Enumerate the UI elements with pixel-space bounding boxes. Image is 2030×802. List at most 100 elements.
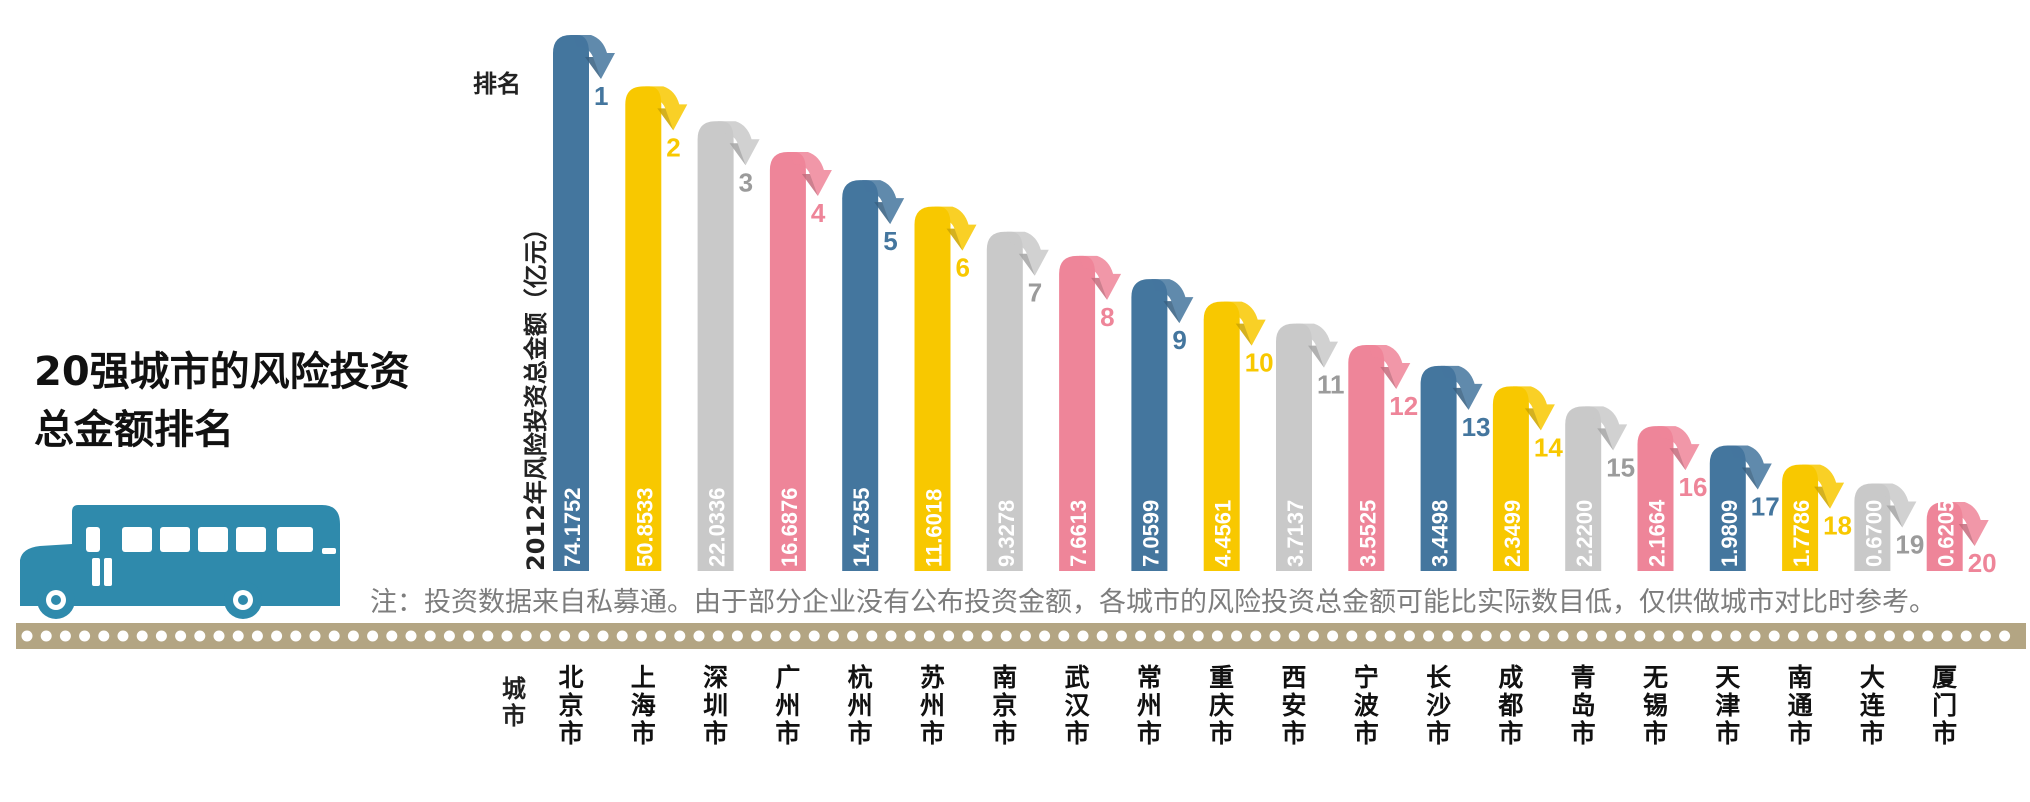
road-dot (1979, 630, 1991, 642)
city-label: 长沙市 (1426, 663, 1452, 748)
road-dot (1999, 630, 2011, 642)
bar-arrow (1079, 255, 1122, 300)
city-label: 广州市 (775, 663, 801, 748)
bar-arrow-shade (1235, 323, 1252, 346)
value-label: 16.6876 (777, 487, 802, 567)
road-dot (155, 630, 167, 642)
road-dot (789, 630, 801, 642)
bar-arrow-shade (801, 173, 818, 196)
bar (986, 231, 1023, 571)
road-dot (1231, 630, 1243, 642)
bar (1637, 426, 1674, 571)
road-dot (328, 630, 340, 642)
value-label: 4.4561 (1211, 500, 1236, 567)
road-dot (1461, 630, 1473, 642)
road-dot (424, 630, 436, 642)
road-dot (1807, 630, 1819, 642)
y-axis-label: 2012年风险投资总金额（亿元） (522, 216, 550, 571)
city-label: 南通市 (1787, 663, 1813, 748)
page-title: 20强城市的风险投资 总金额排名 (34, 349, 410, 453)
road-dot (655, 630, 667, 642)
bar-arrow (645, 86, 688, 131)
city-label: 重庆市 (1209, 663, 1235, 748)
value-label: 2.3499 (1500, 500, 1525, 567)
x-axis-label: 城市 (502, 675, 526, 730)
bar-arrow-shade (1669, 448, 1686, 471)
city-label: 北京市 (558, 663, 584, 748)
road-dot (1096, 630, 1108, 642)
bar-arrow-shade (1452, 387, 1469, 410)
road-dot (923, 630, 935, 642)
road-dot (751, 630, 763, 642)
road-dot (578, 630, 590, 642)
bar-arrow (934, 206, 977, 251)
rank-number: 3 (739, 167, 753, 197)
road-dot (117, 630, 129, 642)
rank-number: 6 (956, 253, 970, 283)
value-label: 1.9809 (1717, 500, 1742, 567)
road-dot (213, 630, 225, 642)
bar-arrow-shade (1814, 486, 1831, 509)
bar (697, 121, 734, 571)
road-dot (40, 630, 52, 642)
bar-arrow-shade (1886, 505, 1903, 528)
rank-number: 15 (1606, 452, 1635, 482)
value-label: 0.6205 (1934, 500, 1959, 567)
city-label: 深圳市 (703, 663, 729, 748)
road-dot (1077, 630, 1089, 642)
road-dot (1327, 630, 1339, 642)
road-dot (1845, 630, 1857, 642)
road-dot (136, 630, 148, 642)
road-dot (482, 630, 494, 642)
road-dot (1269, 630, 1281, 642)
rank-number: 7 (1028, 278, 1042, 308)
value-label: 74.1752 (560, 487, 585, 567)
road-dot (520, 630, 532, 642)
bar-arrow-shade (1018, 253, 1035, 276)
road-dot (232, 630, 244, 642)
bar-arrow (1006, 231, 1049, 276)
city-label: 厦门市 (1932, 663, 1958, 748)
rank-number: 5 (883, 226, 897, 256)
road-dot (1749, 630, 1761, 642)
value-label: 7.0599 (1138, 500, 1163, 567)
rank-number: 20 (1968, 548, 1997, 578)
road-dot (1883, 630, 1895, 642)
road-dot (1826, 630, 1838, 642)
road-dot (1960, 630, 1972, 642)
bar-arrow-shade (1524, 408, 1541, 431)
rank-number: 11 (1317, 370, 1345, 400)
bar (1565, 406, 1602, 571)
road-dot (1768, 630, 1780, 642)
road-dot (405, 630, 417, 642)
road-dot (1691, 630, 1703, 642)
bar (1131, 279, 1168, 571)
city-label: 杭州市 (847, 663, 873, 748)
road-dot (1192, 630, 1204, 642)
road-dot (1538, 630, 1550, 642)
rank-number: 8 (1100, 302, 1114, 332)
bar-arrow (1440, 365, 1483, 410)
bar-arrow (789, 151, 832, 196)
road-dot (674, 630, 686, 642)
city-label: 天津市 (1715, 663, 1741, 748)
value-label: 3.4498 (1428, 500, 1453, 567)
road-dot (1000, 630, 1012, 642)
road-dot (559, 630, 571, 642)
road-dot (943, 630, 955, 642)
rank-number: 9 (1172, 325, 1186, 355)
road-dot (443, 630, 455, 642)
bar (625, 86, 662, 572)
bar-arrow-shade (1958, 524, 1975, 546)
bar (842, 180, 879, 571)
road-dot (1403, 630, 1415, 642)
road-dot (1346, 630, 1358, 642)
value-label: 2.2200 (1572, 500, 1597, 567)
rank-number: 17 (1751, 492, 1780, 522)
road-dot (847, 630, 859, 642)
bar (553, 35, 589, 571)
bar (1926, 502, 1963, 571)
road-dot (1557, 630, 1569, 642)
road-dot (770, 630, 782, 642)
